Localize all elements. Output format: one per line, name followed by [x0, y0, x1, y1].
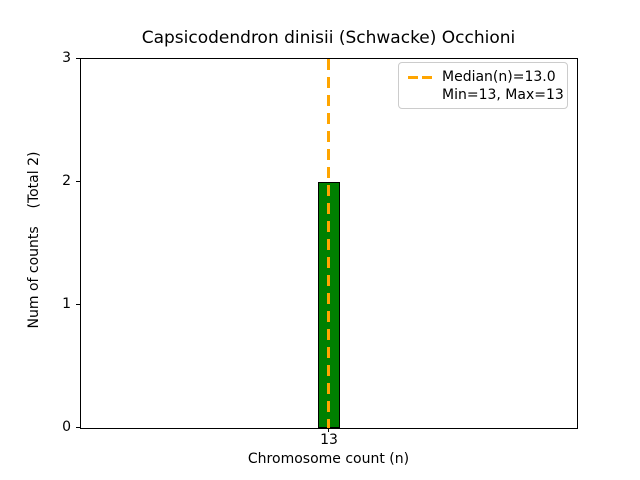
legend-marker-spacer: [408, 94, 433, 97]
x-axis-label: Chromosome count (n): [247, 451, 410, 467]
y-tick-mark-0: [76, 427, 80, 428]
legend-entry-minmax: Min=13, Max=13: [408, 86, 564, 104]
chart-title: Capsicodendron dinisii (Schwacke) Occhio…: [141, 28, 516, 48]
x-tick-mark-13: [328, 428, 329, 432]
legend: Median(n)=13.0 Min=13, Max=13: [398, 62, 568, 109]
y-tick-label-2: 2: [62, 173, 71, 189]
y-tick-label-0: 0: [62, 419, 71, 435]
y-tick-mark-2: [76, 181, 80, 182]
x-tick-label-13: 13: [320, 432, 338, 448]
legend-entry-label: Median(n)=13.0: [442, 69, 556, 85]
dashed-line-icon: [408, 75, 433, 79]
y-tick-mark-3: [76, 58, 80, 59]
median-line: [327, 59, 330, 428]
y-tick-mark-1: [76, 304, 80, 305]
legend-entry-label: Min=13, Max=13: [442, 87, 564, 103]
legend-entry-median: Median(n)=13.0: [408, 68, 559, 86]
y-tick-label-3: 3: [62, 50, 71, 66]
plot-area: [76, 58, 578, 432]
y-axis-label: Num of counts (Total 2): [26, 151, 42, 329]
y-tick-label-1: 1: [62, 296, 71, 312]
